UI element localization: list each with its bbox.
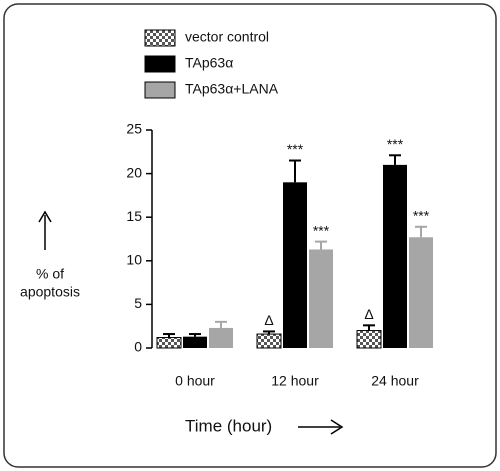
- x-axis-label: Time (hour): [185, 416, 272, 435]
- y-tick-label: 0: [134, 339, 142, 355]
- x-tick-label: 0 hour: [175, 373, 215, 389]
- legend-swatch: [144, 29, 176, 47]
- legend-label: TAp63α: [185, 55, 233, 71]
- annotation: Δ: [264, 312, 273, 328]
- y-axis-label: apoptosis: [20, 284, 80, 300]
- bar: [209, 327, 233, 348]
- y-tick-label: 15: [126, 208, 142, 224]
- frame: [3, 3, 497, 468]
- legend-swatch: [144, 55, 176, 73]
- bar: [183, 336, 207, 348]
- y-axis-label: % of: [36, 266, 64, 282]
- y-tick-label: 20: [126, 164, 142, 180]
- y-tick-label: 25: [126, 121, 142, 137]
- bar: [156, 337, 182, 349]
- annotation: ***: [413, 207, 430, 223]
- bar: [256, 333, 282, 349]
- legend-label: vector control: [185, 29, 269, 45]
- legend-label: TAp63α+LANA: [185, 81, 279, 97]
- bar: [309, 249, 333, 348]
- bar: [356, 330, 382, 349]
- y-tick-label: 5: [134, 295, 142, 311]
- y-arrow-head: [38, 210, 52, 223]
- annotation: ***: [387, 136, 404, 152]
- bar: [383, 164, 407, 348]
- annotation: ***: [313, 222, 330, 238]
- x-tick-label: 24 hour: [371, 373, 419, 389]
- annotation: ***: [287, 141, 304, 157]
- legend-swatch: [144, 81, 176, 99]
- bar: [283, 182, 307, 348]
- bar: [409, 237, 433, 348]
- annotation: Δ: [364, 306, 373, 322]
- x-tick-label: 12 hour: [271, 373, 319, 389]
- x-arrow-head: [330, 419, 344, 435]
- y-tick-label: 10: [126, 252, 142, 268]
